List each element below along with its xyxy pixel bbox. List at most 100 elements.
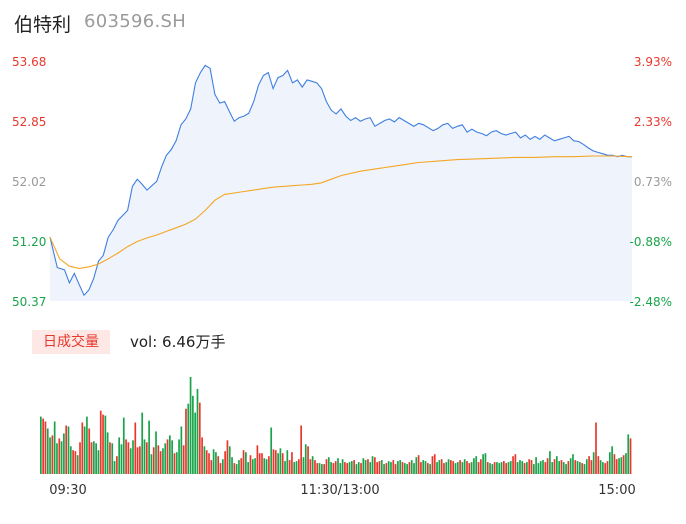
volume-bar <box>233 463 236 474</box>
volume-bar <box>118 437 121 474</box>
volume-bar <box>454 463 457 474</box>
volume-bar <box>613 454 616 474</box>
volume-bar <box>544 462 547 474</box>
volume-bar <box>141 412 144 474</box>
volume-bar <box>148 420 150 474</box>
volume-bar <box>443 463 445 474</box>
volume-bar <box>579 462 581 474</box>
volume-bar <box>302 457 305 474</box>
volume-bar <box>235 464 238 474</box>
volume-bar <box>187 403 190 474</box>
volume-bar <box>360 463 362 474</box>
volume-bar <box>394 464 397 474</box>
volume-bar <box>295 461 298 474</box>
time-tick-label: 09:30 <box>49 483 86 498</box>
percent-tick-label: 2.33% <box>634 115 672 129</box>
volume-bar <box>226 440 229 474</box>
volume-bar <box>92 441 95 474</box>
volume-bar <box>63 433 65 474</box>
volume-bar <box>569 458 572 474</box>
volume-bar <box>346 463 349 474</box>
volume-bar <box>500 462 503 474</box>
volume-bar <box>426 463 429 474</box>
volume-bar <box>217 456 220 474</box>
volume-bar <box>367 459 369 474</box>
volume-bar <box>572 454 574 474</box>
price-tick-label: 51.20 <box>12 235 46 249</box>
volume-bar <box>592 452 595 474</box>
volume-bar <box>551 462 554 474</box>
volume-bar <box>535 457 537 474</box>
price-tick-label: 52.85 <box>12 115 46 129</box>
volume-bar <box>76 455 79 474</box>
volume-bar <box>321 464 323 474</box>
volume-bar <box>539 461 542 474</box>
volume-bar <box>40 416 42 474</box>
volume-bar <box>337 458 339 474</box>
volume-bar <box>104 415 107 474</box>
volume-bar <box>224 451 226 474</box>
volume-bar <box>477 462 480 474</box>
volume-bar <box>258 453 261 474</box>
volume-bar <box>125 439 127 474</box>
volume-bar <box>625 453 627 474</box>
volume-bar <box>95 443 97 474</box>
volume-bar <box>496 462 498 474</box>
volume-bar <box>106 432 109 474</box>
volume-bar <box>166 439 169 474</box>
volume-bar <box>334 461 337 474</box>
volume-bar <box>415 457 418 474</box>
volume-bar <box>440 459 443 474</box>
volume-bar <box>72 450 74 474</box>
volume-bar <box>254 458 256 474</box>
volume-bar <box>537 463 540 474</box>
volume-bar <box>590 460 593 474</box>
volume-bar <box>519 460 521 474</box>
volume-bar <box>560 460 563 474</box>
volume-bar <box>447 459 450 474</box>
volume-badge[interactable]: 日成交量 <box>32 330 110 354</box>
volume-bar <box>249 455 252 474</box>
volume-bar <box>113 461 116 474</box>
price-tick-label: 52.02 <box>12 175 46 189</box>
volume-bar <box>627 434 630 474</box>
volume-bar <box>408 462 411 474</box>
volume-bar <box>567 461 570 474</box>
volume-bar <box>468 463 471 474</box>
volume-bar <box>429 464 431 474</box>
volume-bar <box>155 431 157 474</box>
volume-bar <box>145 442 148 474</box>
volume-bar <box>67 426 70 474</box>
volume-bar <box>69 446 72 474</box>
volume-bar <box>542 460 544 474</box>
volume-bar <box>169 435 171 474</box>
volume-bar <box>240 458 243 474</box>
volume-bar <box>523 463 526 474</box>
volume-bar <box>576 461 579 474</box>
volume-bar <box>558 461 560 474</box>
volume-bar <box>588 456 590 474</box>
volume-bar <box>327 457 330 474</box>
volume-bar <box>530 460 533 474</box>
volume-bar <box>90 442 93 474</box>
volume-bar <box>565 464 567 474</box>
volume-bar <box>489 463 491 474</box>
volume-bar <box>60 441 63 474</box>
volume-bar <box>606 461 609 474</box>
volume-bar <box>208 453 210 474</box>
volume-bar <box>615 459 618 474</box>
volume-bar <box>371 456 374 474</box>
volume-bar <box>265 459 268 474</box>
volume-bar <box>134 422 137 474</box>
volume-bar <box>399 460 402 474</box>
volume-bar <box>509 461 512 474</box>
volume-bar <box>438 460 441 474</box>
volume-bar <box>549 451 551 474</box>
volume-bar <box>42 418 44 474</box>
volume-bar <box>194 412 197 474</box>
volume-bar <box>514 454 517 474</box>
volume-bar <box>291 452 293 474</box>
volume-bar <box>413 463 415 474</box>
percent-tick-label: 3.93% <box>634 55 672 69</box>
